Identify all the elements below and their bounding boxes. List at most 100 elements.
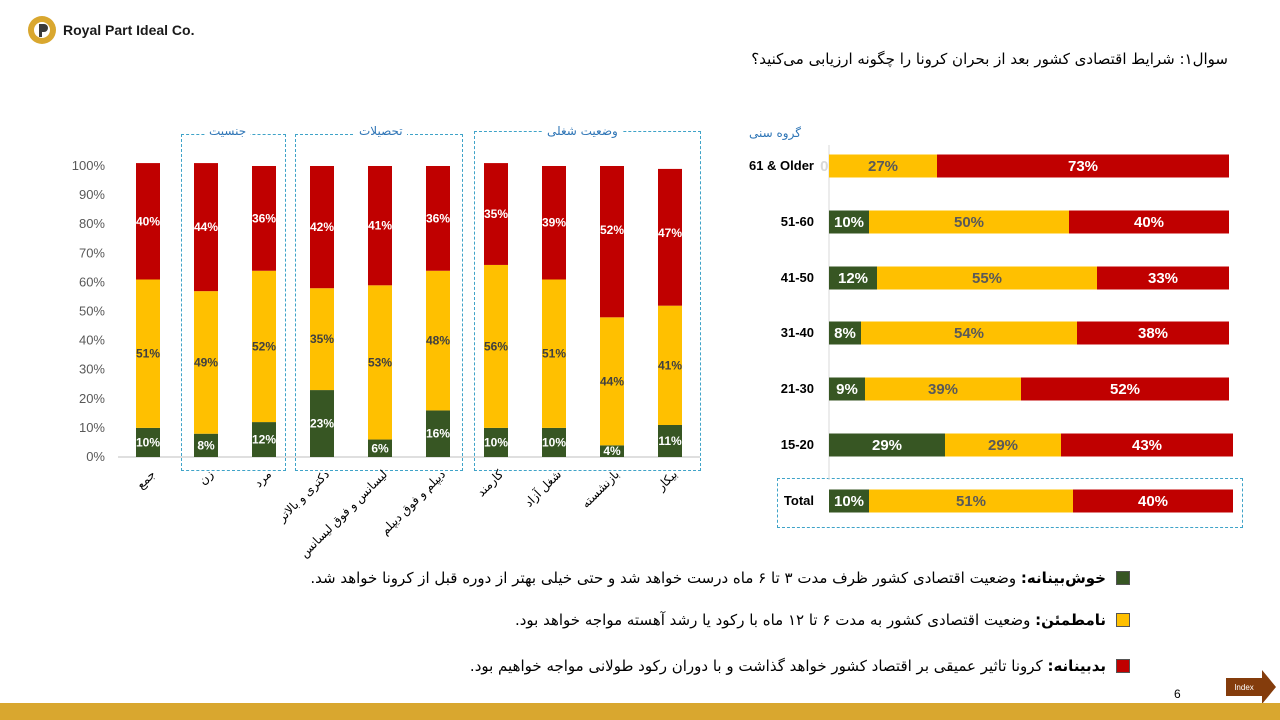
bar-segment bbox=[426, 270, 450, 411]
job-group-title: وضعیت شغلی bbox=[543, 124, 622, 138]
bar-segment bbox=[1021, 377, 1229, 401]
data-label: 38% bbox=[1138, 325, 1168, 342]
data-label: 35% bbox=[484, 207, 508, 221]
data-label: 12% bbox=[838, 270, 868, 287]
x-tick-label: شغل آزاد bbox=[521, 467, 564, 510]
bar-segment bbox=[658, 168, 682, 306]
bar-segment bbox=[368, 166, 392, 286]
data-label: 40% bbox=[1134, 214, 1164, 231]
bar-segment bbox=[194, 433, 218, 457]
bar-segment bbox=[945, 433, 1061, 457]
legend-swatch-optimistic bbox=[1116, 571, 1130, 585]
age-group-title: گروه سنی bbox=[745, 126, 805, 140]
bar-segment bbox=[658, 305, 682, 425]
legend-label-optimistic: خوش‌بینانه: bbox=[1020, 569, 1106, 587]
bar-segment bbox=[368, 285, 392, 440]
y-tick-label: 70% bbox=[79, 245, 105, 260]
data-label: 41% bbox=[368, 219, 392, 233]
bar-segment bbox=[194, 163, 218, 292]
data-label: 27% bbox=[868, 158, 898, 175]
y-tick-label: 15-20 bbox=[781, 437, 814, 452]
bar-segment bbox=[829, 489, 869, 513]
legend-item-uncertain: نامطمئن: وضعیت اقتصادی کشور به مدت ۶ تا … bbox=[515, 611, 1130, 629]
data-label: 16% bbox=[426, 427, 450, 441]
bottom-bar bbox=[0, 703, 1280, 720]
x-tick-label: بیکار bbox=[653, 467, 680, 494]
gender-group-title: جنسیت bbox=[205, 124, 251, 138]
data-label: 52% bbox=[1110, 381, 1140, 398]
data-label: 12% bbox=[252, 433, 276, 447]
bar-segment bbox=[937, 154, 1229, 178]
data-label: 9% bbox=[836, 381, 858, 398]
bar-segment bbox=[829, 210, 869, 234]
education-group-title: تحصیلات bbox=[355, 124, 407, 138]
page-number: 6 bbox=[1174, 687, 1181, 701]
data-label: 41% bbox=[658, 358, 682, 372]
bar-segment bbox=[484, 163, 508, 265]
y-tick-label: 31-40 bbox=[781, 325, 814, 340]
y-tick-label: Total bbox=[784, 493, 814, 508]
bar-segment bbox=[252, 166, 276, 271]
y-tick-label: 80% bbox=[79, 216, 105, 231]
data-label: 11% bbox=[658, 434, 682, 448]
data-label: 29% bbox=[872, 437, 902, 454]
legend-item-optimistic: خوش‌بینانه: وضعیت اقتصادی کشور ظرف مدت ۳… bbox=[310, 569, 1130, 587]
bar-segment bbox=[869, 489, 1073, 513]
bar-segment bbox=[829, 377, 865, 401]
bar-segment bbox=[829, 321, 861, 345]
data-label: 35% bbox=[310, 332, 334, 346]
data-label: 52% bbox=[252, 339, 276, 353]
bar-segment bbox=[426, 410, 450, 457]
data-label: 49% bbox=[194, 355, 218, 369]
data-label: 39% bbox=[542, 216, 566, 230]
data-label: 36% bbox=[426, 211, 450, 225]
bar-segment bbox=[136, 163, 160, 280]
bar-segment bbox=[877, 266, 1097, 290]
bar-segment bbox=[829, 154, 937, 178]
bar-segment bbox=[542, 166, 566, 280]
bar-segment bbox=[542, 279, 566, 428]
data-label: 42% bbox=[310, 220, 334, 234]
data-label: 43% bbox=[1132, 437, 1162, 454]
data-label: 44% bbox=[194, 220, 218, 234]
bar-segment bbox=[426, 166, 450, 271]
data-label: 47% bbox=[658, 226, 682, 240]
index-label: Index bbox=[1234, 683, 1254, 692]
total-group-box bbox=[777, 478, 1243, 528]
y-tick-label: 100% bbox=[72, 158, 106, 173]
data-label: 8% bbox=[834, 325, 856, 342]
legend-text-uncertain: وضعیت اقتصادی کشور به مدت ۶ تا ۱۲ ماه با… bbox=[514, 611, 1031, 629]
bar-segment bbox=[310, 166, 334, 289]
data-label: 55% bbox=[972, 270, 1002, 287]
y-tick-label: 21-30 bbox=[781, 381, 814, 396]
question-title: سوال۱: شرایط اقتصادی کشور بعد از بحران ک… bbox=[751, 50, 1228, 68]
x-tick-label: زن bbox=[196, 467, 216, 487]
data-label: 54% bbox=[954, 325, 984, 342]
bar-segment bbox=[484, 427, 508, 457]
data-label: 10% bbox=[542, 435, 566, 449]
data-label: 36% bbox=[252, 211, 276, 225]
legend-label-uncertain: نامطمئن: bbox=[1035, 611, 1106, 629]
y-tick-label: 41-50 bbox=[781, 270, 814, 285]
legend-item-pessimistic: بدبینانه: کرونا تاثیر عمیقی بر اقتصاد کش… bbox=[470, 657, 1130, 675]
y-tick-label: 20% bbox=[79, 391, 105, 406]
bar-segment bbox=[658, 424, 682, 457]
bar-segment bbox=[252, 270, 276, 423]
bar-segment bbox=[869, 210, 1069, 234]
bar-segment bbox=[861, 321, 1077, 345]
data-label: 23% bbox=[310, 417, 334, 431]
data-label: 73% bbox=[1068, 158, 1098, 175]
x-tick-label: کارمند bbox=[474, 467, 506, 499]
bar-segment bbox=[368, 439, 392, 457]
legend-text-optimistic: وضعیت اقتصادی کشور ظرف مدت ۳ تا ۶ ماه در… bbox=[310, 569, 1017, 587]
data-label: 10% bbox=[834, 493, 864, 510]
data-label: 51% bbox=[542, 347, 566, 361]
data-label: 33% bbox=[1148, 270, 1178, 287]
legend-swatch-uncertain bbox=[1116, 613, 1130, 627]
y-tick-label: 50% bbox=[79, 304, 105, 319]
vertical-stacked-bar-chart: 0% 10% 20% 30% 40% 50% 60% 70% 80% 90% 100% 10% 51% 4… bbox=[72, 158, 700, 560]
data-label: 10% bbox=[834, 214, 864, 231]
index-button[interactable]: Index bbox=[1226, 670, 1276, 704]
bar-segment bbox=[542, 427, 566, 457]
data-label: 48% bbox=[426, 334, 450, 348]
